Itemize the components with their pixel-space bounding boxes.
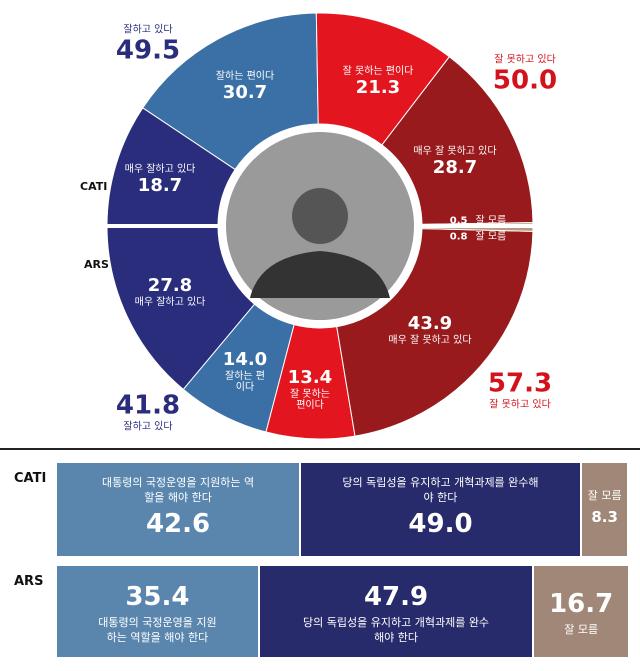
- bar-category: ARS: [14, 574, 44, 589]
- donut-segment: [336, 228, 534, 437]
- total-value: 57.3: [487, 368, 553, 399]
- segment-name: 잘 모름: [587, 489, 622, 503]
- segment-name: 매우 잘하고 있다: [134, 296, 206, 308]
- segment-value: 49.0: [408, 508, 473, 539]
- total-label: 잘 못하고 있다 50.0: [493, 54, 557, 95]
- segment-value: 35.4: [125, 582, 190, 613]
- segment-name: 잘 못하는 편이다: [290, 388, 330, 412]
- segment-name: 잘 못하는 편이다: [342, 65, 414, 77]
- total-name: 잘 못하고 있다: [494, 54, 556, 66]
- segment-value: 13.4: [287, 367, 333, 389]
- total-name: 잘하고 있다: [123, 24, 173, 36]
- segment-name: 매우 잘 못하고 있다: [388, 334, 472, 346]
- divider: [0, 448, 640, 450]
- total-label: 잘하고 있다 49.5: [116, 24, 180, 65]
- segment-name: 매우 잘하고 있다: [124, 163, 196, 175]
- segment-value: 8.3: [591, 507, 618, 526]
- segment-name: 잘하는 편이다: [224, 370, 265, 394]
- segment-label: 매우 잘 못하고 있다 28.7: [413, 146, 496, 178]
- segment-value: 0.5: [449, 215, 468, 227]
- segment-name: 잘 모름: [475, 231, 507, 243]
- bar-segment: 대통령의 국정운영을 지원하는 역할을 해야 한다 42.6: [57, 463, 302, 556]
- segment-value: 47.9: [363, 582, 429, 613]
- segment-label: 13.4 잘 못하는 편이다: [285, 367, 335, 412]
- segment-value: 14.0: [222, 349, 268, 371]
- segment-value: 27.8: [147, 274, 193, 296]
- bar-category: CATI: [14, 471, 47, 486]
- series-name: ARS: [84, 258, 109, 271]
- total-name: 잘 못하고 있다: [489, 399, 551, 411]
- segment-label: 잘하는 편이다 30.7: [216, 71, 274, 103]
- photo-figure: [292, 188, 348, 244]
- total-label: 41.8 잘하고 있다: [115, 390, 181, 433]
- bar-segment: 35.4 대통령의 국정운영을 지원하는 역할을 해야 한다: [57, 566, 260, 657]
- segment-value: 42.6: [145, 508, 211, 539]
- segment-label: 27.8 매우 잘하고 있다: [134, 274, 206, 308]
- segment-value: 30.7: [222, 81, 268, 103]
- segment-value: 16.7: [549, 589, 614, 620]
- bar-segment: 당의 독립성을 유지하고 개혁과제를 완수해야 한다 49.0: [301, 463, 582, 556]
- photo-body: [250, 251, 390, 298]
- segment-name: 당의 독립성을 유지하고 개혁과제를 완수해야 한다: [342, 476, 539, 504]
- segment-name: 잘 모름: [475, 215, 507, 227]
- total-value: 41.8: [115, 390, 181, 421]
- total-value: 50.0: [492, 64, 558, 95]
- segment-name: 잘하는 편이다: [215, 70, 275, 82]
- segment-value: 43.9: [407, 312, 453, 334]
- donut-chart: [105, 12, 535, 440]
- segment-name: 대통령의 국정운영을 지원하는 역할을 해야 한다: [98, 616, 217, 644]
- total-name: 잘하고 있다: [123, 421, 173, 433]
- series-name: CATI: [80, 180, 108, 193]
- segment-label: 매우 잘하고 있다 18.7: [125, 164, 196, 196]
- total-label: 57.3 잘 못하고 있다: [487, 368, 553, 411]
- total-value: 49.5: [115, 34, 181, 65]
- segment-value: 0.8: [449, 231, 468, 243]
- segment-name: 대통령의 국정운영을 지원하는 역할을 해야 한다: [101, 476, 255, 504]
- segment-value: 21.3: [355, 76, 401, 98]
- segment-label: 잘 못하는 편이다 21.3: [343, 66, 414, 98]
- segment-label: 0.5 잘 모름: [450, 215, 507, 227]
- segment-label: 14.0 잘하는 편이다: [222, 349, 268, 394]
- segment-label: 43.9 매우 잘 못하고 있다: [388, 312, 472, 346]
- segment-name: 매우 잘 못하고 있다: [413, 145, 497, 157]
- segment-name: 잘 모름: [564, 623, 599, 637]
- bar-segment: 잘 모름 8.3: [581, 463, 630, 556]
- segment-value: 18.7: [137, 174, 183, 196]
- segment-name: 당의 독립성을 유지하고 개혁과제를 완수해야 한다: [303, 616, 490, 644]
- bar-segment: 16.7 잘 모름: [534, 566, 630, 657]
- bar-segment: 47.9 당의 독립성을 유지하고 개혁과제를 완수해야 한다: [259, 566, 535, 657]
- segment-label: 0.8 잘 모름: [450, 231, 507, 243]
- segment-value: 28.7: [432, 156, 478, 178]
